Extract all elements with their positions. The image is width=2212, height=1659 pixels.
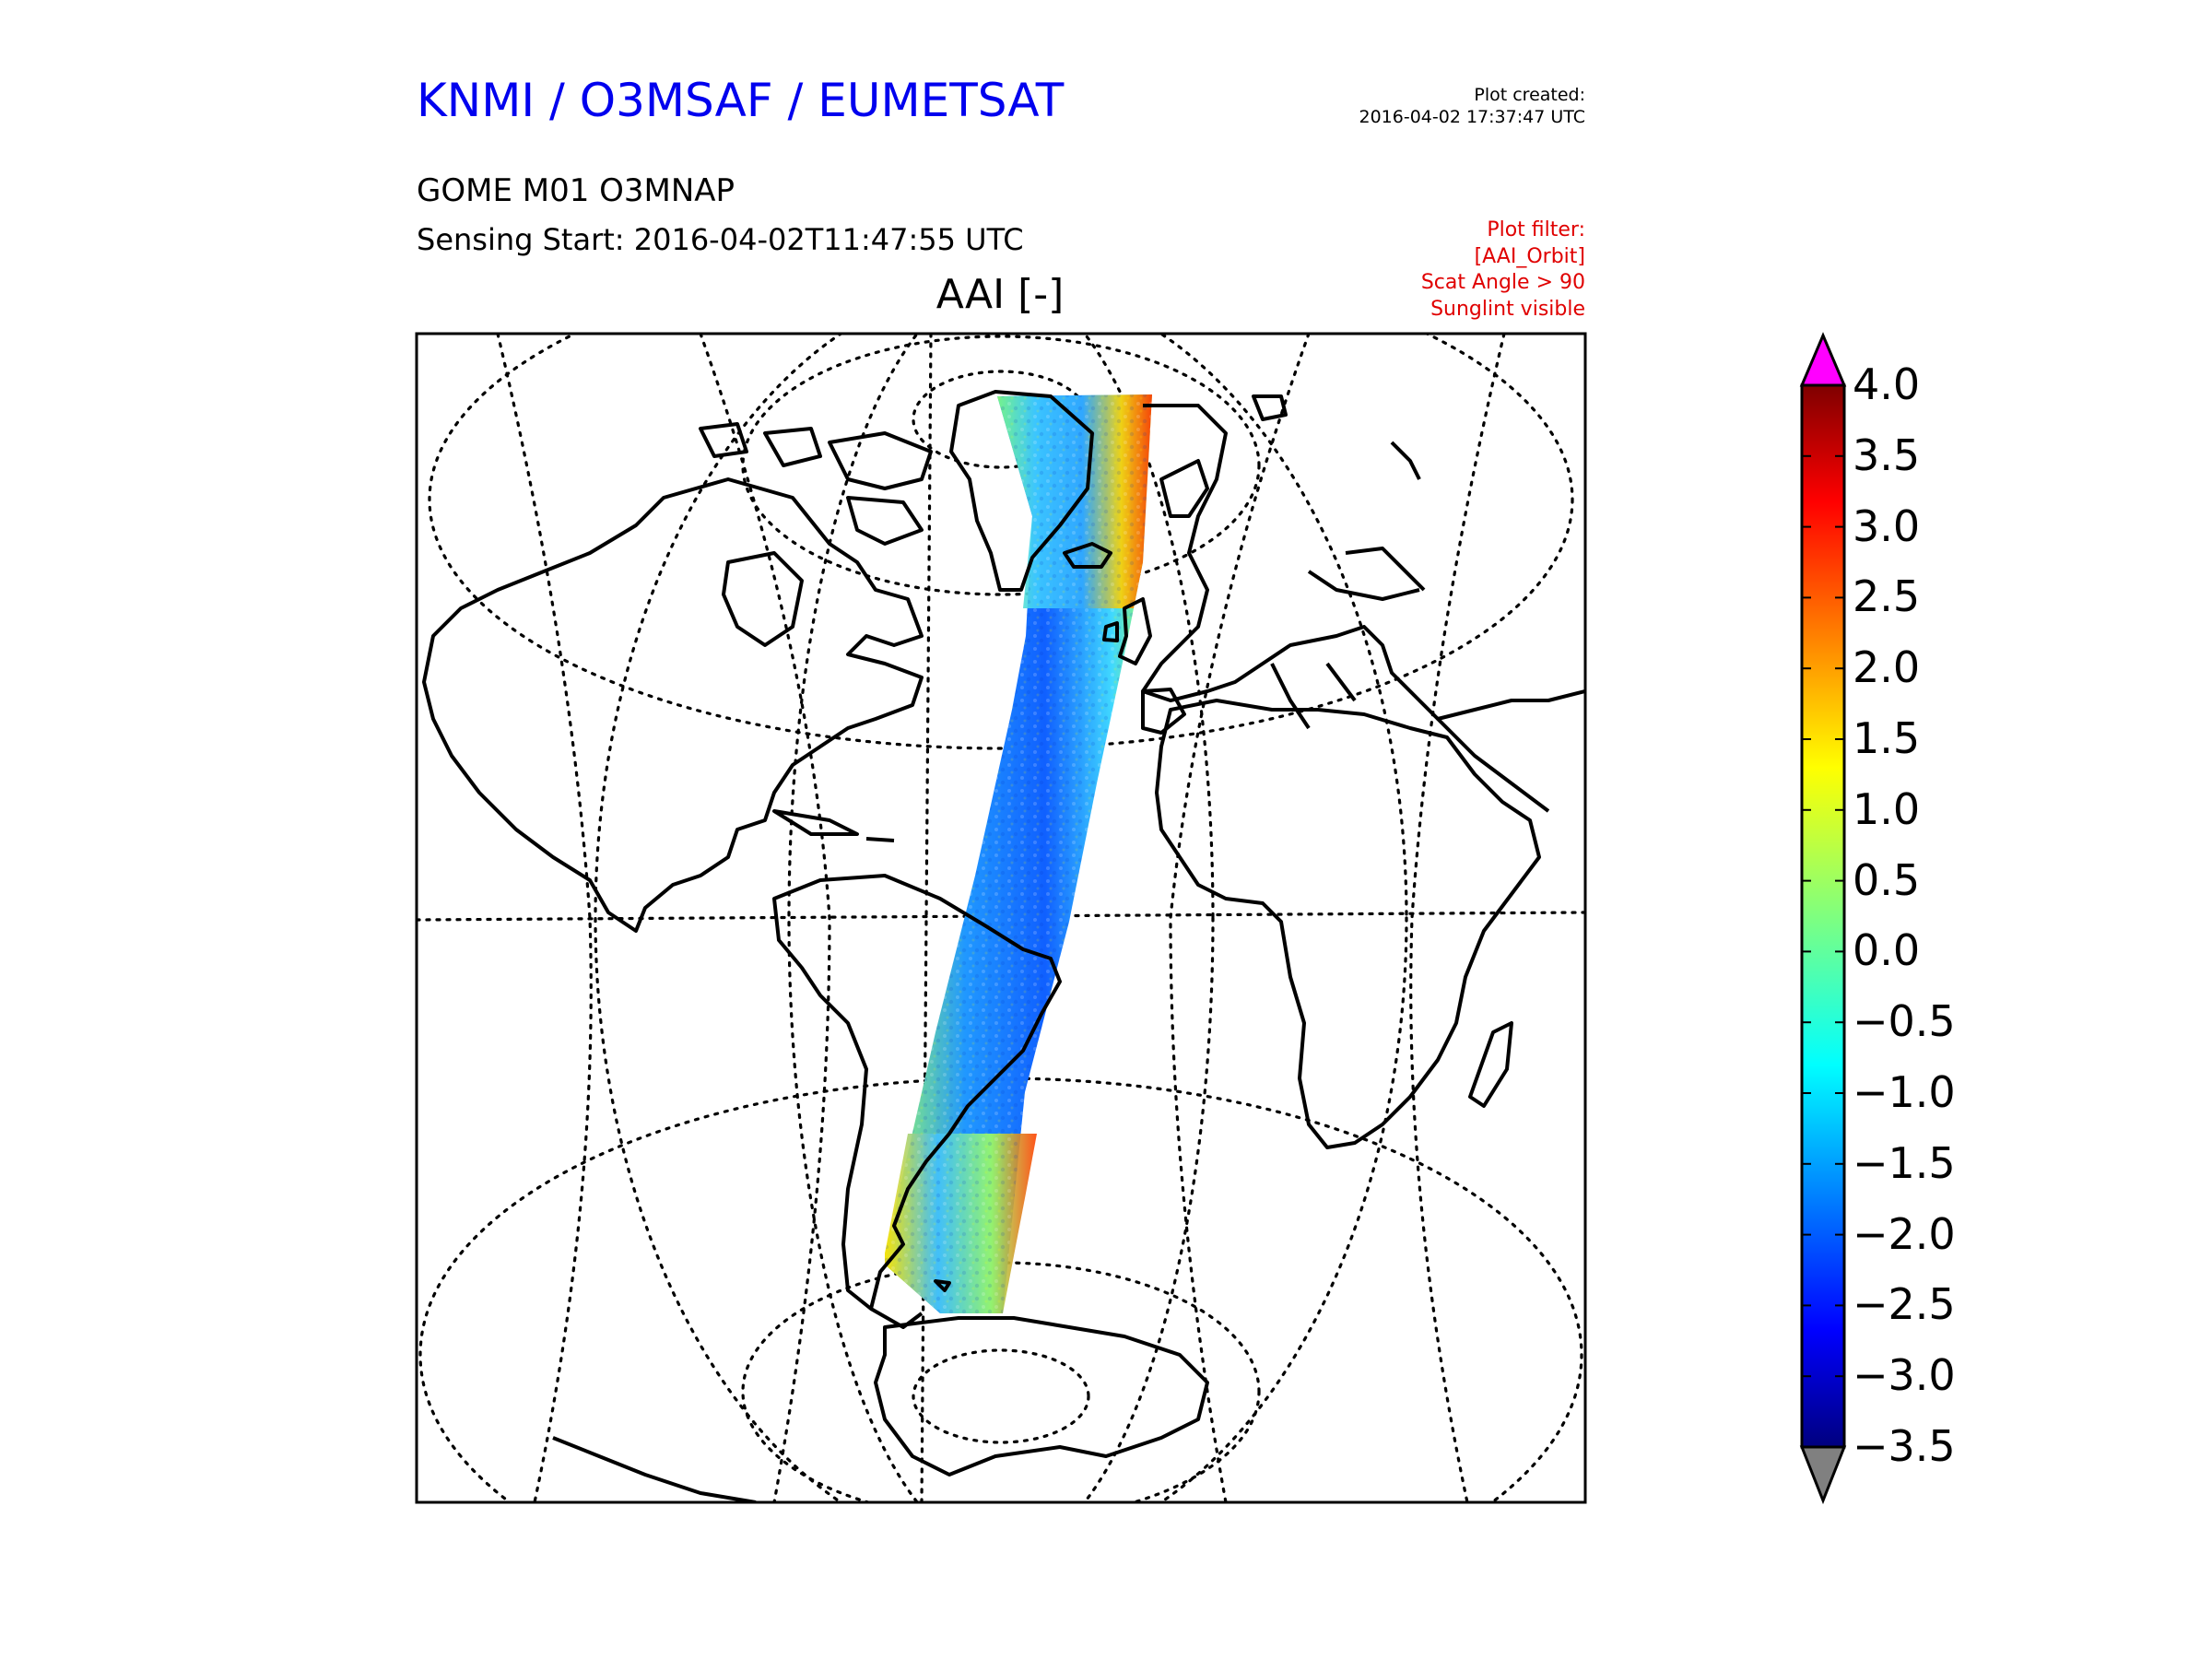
colorbar-tick-label: 4.0 bbox=[1853, 359, 1921, 409]
map-title: AAI [-] bbox=[935, 271, 1065, 318]
colorbar-tick-label: 3.0 bbox=[1853, 500, 1921, 551]
coast-south-america bbox=[772, 874, 1062, 1311]
coast-madagascar bbox=[1468, 1021, 1513, 1108]
colorbar-tick-label: −2.0 bbox=[1853, 1208, 1956, 1259]
colorbar bbox=[1799, 332, 1847, 1505]
colorbar-tick-label: 1.0 bbox=[1853, 783, 1921, 834]
colorbar-tick-label: 0.5 bbox=[1853, 854, 1921, 905]
colorbar-tick-label: −1.5 bbox=[1853, 1137, 1956, 1188]
plot-created-time: 2016-04-02 17:37:47 UTC bbox=[1359, 106, 1586, 127]
coast-north-america bbox=[422, 477, 924, 933]
coast-europe bbox=[1141, 404, 1585, 721]
colorbar-over-triangle bbox=[1799, 332, 1847, 387]
plot-filter-line: [AAI_Orbit] bbox=[1474, 244, 1585, 268]
aai-swath bbox=[885, 394, 1152, 1313]
plot-filter-line: Sunglint visible bbox=[1430, 297, 1585, 321]
colorbar-ticks bbox=[1802, 384, 1844, 1448]
plot-filter: Plot filter: [AAI_Orbit] Scat Angle > 90… bbox=[1421, 218, 1585, 323]
plot-filter-line: Scat Angle > 90 bbox=[1420, 271, 1585, 295]
colorbar-tick-label: 1.5 bbox=[1853, 713, 1921, 763]
plot-created: Plot created: 2016-04-02 17:37:47 UTC bbox=[1359, 85, 1586, 129]
map-frame bbox=[415, 332, 1587, 1504]
product-title: GOME M01 O3MNAP bbox=[417, 172, 735, 209]
colorbar-tick-label: −0.5 bbox=[1853, 996, 1956, 1047]
colorbar-tick-label: 2.5 bbox=[1853, 571, 1921, 622]
colorbar-tick-label: 3.5 bbox=[1853, 429, 1921, 480]
coast-greenland bbox=[949, 390, 1094, 592]
sensing-start: Sensing Start: 2016-04-02T11:47:55 UTC bbox=[417, 222, 1024, 257]
coast-antarctica bbox=[552, 1436, 757, 1502]
colorbar-tick-label: −2.5 bbox=[1853, 1279, 1956, 1330]
coastlines bbox=[422, 390, 1585, 1502]
colorbar-tick-label: −3.5 bbox=[1853, 1421, 1956, 1471]
colorbar-tick-label: 2.0 bbox=[1853, 642, 1921, 693]
colorbar-tick-label: −1.0 bbox=[1853, 1067, 1956, 1117]
map-content bbox=[417, 334, 1585, 1502]
coast-britain bbox=[1118, 597, 1152, 665]
colorbar-tick-label: 0.0 bbox=[1853, 925, 1921, 976]
coast-iceland bbox=[1063, 542, 1112, 569]
org-title: KNMI / O3MSAF / EUMETSAT bbox=[417, 74, 1065, 127]
plot-filter-line: Plot filter: bbox=[1487, 218, 1585, 241]
colorbar-bar bbox=[1800, 383, 1846, 1449]
colorbar-under-triangle bbox=[1799, 1445, 1847, 1505]
plot-created-label: Plot created: bbox=[1474, 85, 1585, 105]
coast-africa bbox=[1155, 699, 1541, 1149]
colorbar-tick-label: −3.0 bbox=[1853, 1350, 1956, 1401]
